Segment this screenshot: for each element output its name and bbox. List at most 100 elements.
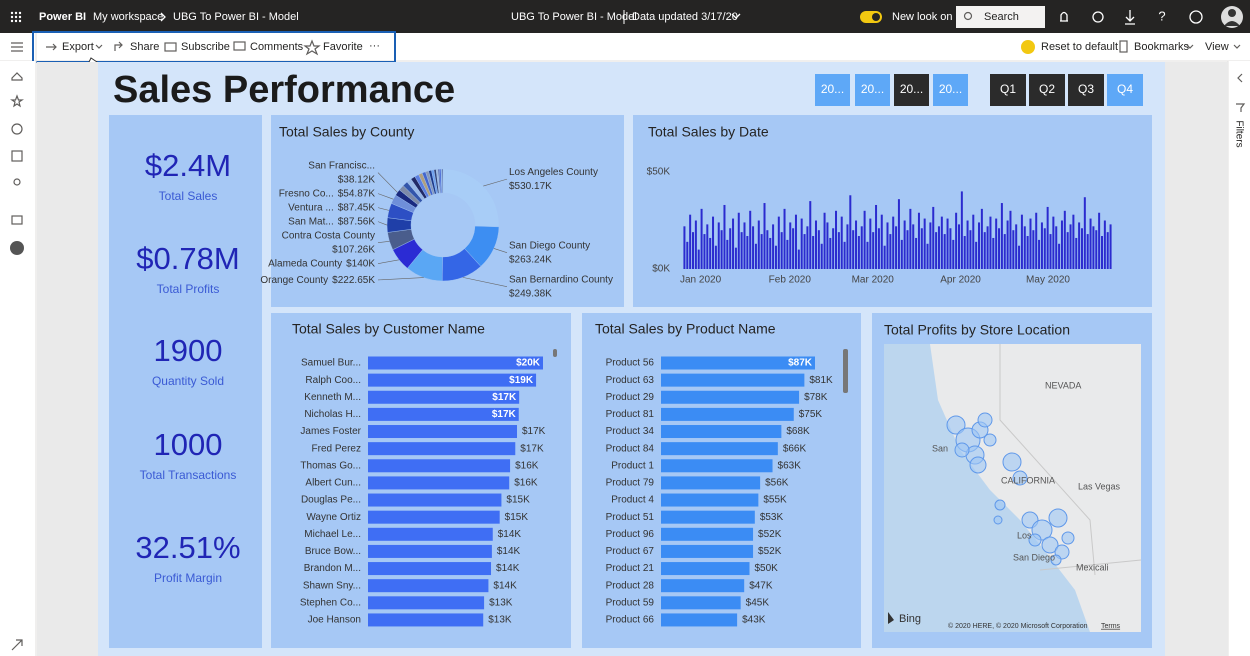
column[interactable] — [863, 210, 866, 269]
column[interactable] — [883, 245, 886, 269]
column[interactable] — [932, 206, 935, 269]
column[interactable] — [943, 234, 946, 269]
column[interactable] — [1046, 206, 1049, 269]
bar[interactable] — [661, 579, 745, 593]
column[interactable] — [978, 222, 981, 269]
bar[interactable] — [368, 476, 510, 490]
column[interactable] — [975, 241, 978, 269]
column[interactable] — [872, 232, 875, 269]
column[interactable] — [1069, 224, 1072, 269]
column[interactable] — [806, 226, 809, 269]
bar[interactable] — [368, 356, 543, 370]
column[interactable] — [998, 228, 1001, 269]
column[interactable] — [949, 228, 952, 269]
column[interactable] — [1015, 224, 1018, 269]
column[interactable] — [820, 243, 823, 269]
column[interactable] — [963, 236, 966, 269]
column[interactable] — [935, 232, 938, 269]
column[interactable] — [1092, 226, 1095, 269]
column[interactable] — [766, 230, 769, 269]
column[interactable] — [1075, 237, 1078, 269]
export-button[interactable]: Export — [62, 41, 94, 53]
scrollbar[interactable] — [553, 349, 557, 357]
column[interactable] — [686, 241, 689, 269]
column[interactable] — [983, 232, 986, 269]
comments-button[interactable]: Comments — [250, 41, 304, 53]
column[interactable] — [832, 228, 835, 269]
bar[interactable] — [368, 459, 511, 473]
share-button[interactable]: Share — [130, 41, 159, 53]
column[interactable] — [897, 199, 900, 269]
column[interactable] — [909, 208, 912, 269]
column[interactable] — [995, 218, 998, 269]
scrollbar[interactable] — [843, 349, 848, 393]
column[interactable] — [803, 234, 806, 269]
column[interactable] — [774, 245, 777, 269]
column[interactable] — [1086, 234, 1089, 269]
column[interactable] — [1049, 234, 1052, 269]
column[interactable] — [915, 237, 918, 269]
nav-favorites[interactable] — [10, 94, 24, 108]
column[interactable] — [723, 204, 726, 269]
column[interactable] — [929, 222, 932, 269]
bar[interactable] — [368, 390, 520, 404]
bar[interactable] — [661, 356, 815, 370]
column[interactable] — [937, 226, 940, 269]
column[interactable] — [1000, 203, 1003, 269]
column[interactable] — [740, 232, 743, 269]
column[interactable] — [709, 237, 712, 269]
slicer-button[interactable] — [1107, 74, 1143, 106]
column[interactable] — [906, 230, 909, 269]
column[interactable] — [794, 214, 797, 269]
column[interactable] — [703, 234, 706, 269]
column[interactable] — [1078, 222, 1081, 269]
settings-icon[interactable] — [1092, 11, 1104, 23]
bar[interactable] — [368, 373, 537, 387]
dropdown-chevron[interactable] — [731, 13, 741, 19]
column[interactable] — [1018, 245, 1021, 269]
column[interactable] — [886, 222, 889, 269]
slicer-button[interactable] — [1068, 74, 1104, 106]
column[interactable] — [706, 224, 709, 269]
column[interactable] — [1106, 232, 1109, 269]
nav-home[interactable] — [11, 72, 23, 81]
column[interactable] — [1055, 226, 1058, 269]
column[interactable] — [760, 234, 763, 269]
column[interactable] — [840, 216, 843, 269]
column[interactable] — [843, 241, 846, 269]
bar[interactable] — [661, 390, 800, 404]
view-button[interactable]: View — [1205, 41, 1229, 53]
bar[interactable] — [368, 527, 493, 541]
column[interactable] — [1006, 220, 1009, 270]
column[interactable] — [734, 247, 737, 269]
nav-profile[interactable] — [10, 241, 24, 255]
column[interactable] — [1098, 212, 1101, 269]
column[interactable] — [892, 216, 895, 269]
column[interactable] — [692, 232, 695, 269]
column[interactable] — [866, 241, 869, 269]
column[interactable] — [855, 220, 858, 270]
column[interactable] — [743, 222, 746, 269]
column[interactable] — [754, 243, 757, 269]
column[interactable] — [1100, 236, 1103, 269]
search-box[interactable] — [956, 6, 1045, 28]
column[interactable] — [729, 228, 732, 269]
column[interactable] — [757, 220, 760, 270]
column[interactable] — [940, 216, 943, 269]
column[interactable] — [772, 224, 775, 269]
reset-button[interactable]: Reset to default — [1041, 41, 1118, 53]
column[interactable] — [749, 210, 752, 269]
column[interactable] — [852, 230, 855, 269]
column[interactable] — [986, 226, 989, 269]
bar[interactable] — [368, 544, 492, 558]
bar[interactable] — [661, 407, 794, 421]
bar[interactable] — [661, 442, 778, 456]
column[interactable] — [826, 222, 829, 269]
column[interactable] — [912, 224, 915, 269]
column[interactable] — [823, 212, 826, 269]
bar[interactable] — [661, 425, 782, 439]
map-terms[interactable]: Terms — [1101, 623, 1121, 630]
column[interactable] — [812, 236, 815, 269]
column[interactable] — [1066, 232, 1069, 269]
column[interactable] — [717, 222, 720, 269]
